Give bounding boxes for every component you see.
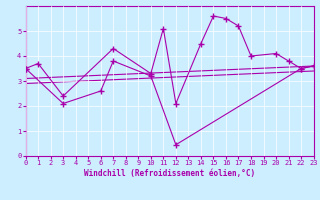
X-axis label: Windchill (Refroidissement éolien,°C): Windchill (Refroidissement éolien,°C) <box>84 169 255 178</box>
